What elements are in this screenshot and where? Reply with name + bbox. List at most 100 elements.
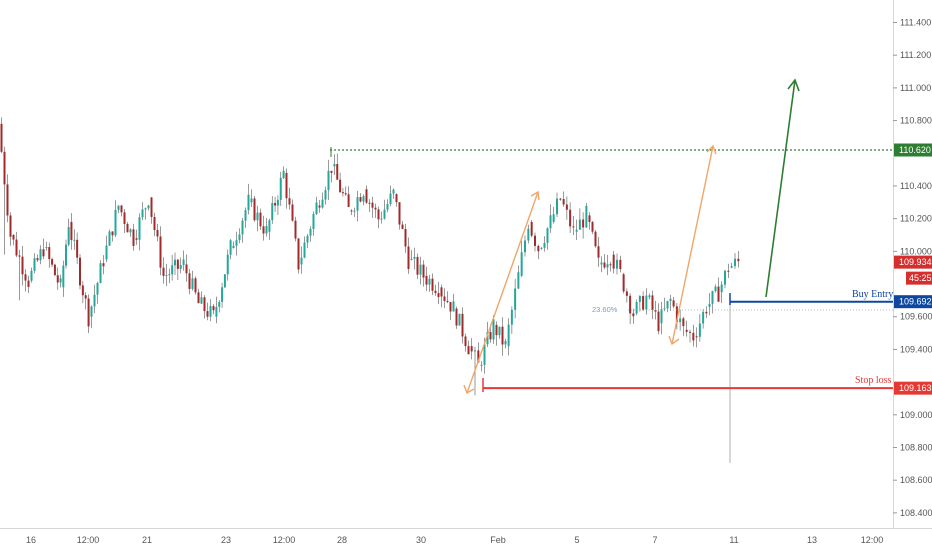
candle-body — [244, 210, 247, 221]
candlestick-series — [0, 117, 740, 396]
candle-body — [330, 170, 333, 173]
candle-body — [556, 198, 558, 215]
candle-body — [702, 311, 705, 324]
time-tick-label: 30 — [416, 535, 426, 545]
candle-body — [642, 296, 645, 310]
candle-body — [483, 344, 486, 365]
price-tick-label: 109.000 — [900, 410, 932, 420]
candle-body — [467, 346, 470, 355]
candle-body — [416, 256, 419, 275]
candle-body — [452, 301, 455, 312]
candle-body — [153, 216, 156, 230]
candle-body — [455, 308, 458, 326]
candle-body — [629, 295, 632, 314]
candle-body — [734, 258, 736, 267]
candle-body — [724, 270, 726, 285]
candle-body — [321, 199, 324, 208]
time-tick-label: 16 — [26, 535, 36, 545]
candle-body — [279, 177, 282, 200]
candle-body — [720, 284, 723, 293]
candle-body — [59, 278, 62, 283]
candle-body — [537, 245, 540, 252]
target-price-badge: 110.620 — [894, 143, 932, 157]
candle-body — [176, 259, 179, 269]
candle-body — [333, 163, 336, 167]
candle-body — [45, 247, 48, 249]
candle-body — [507, 324, 510, 347]
time-tick-label: Feb — [490, 535, 506, 545]
time-axis[interactable]: 16 12:00 21 23 12:00 28 30 Feb 5 7 11 13 12:00 — [26, 535, 883, 545]
candle-body — [669, 298, 672, 302]
candle-body — [51, 259, 54, 265]
svg-text:109.934: 109.934 — [899, 257, 932, 267]
candle-body — [241, 220, 244, 235]
svg-text:109.692: 109.692 — [899, 297, 932, 307]
candle-body — [449, 302, 452, 312]
candle-body — [126, 223, 129, 233]
candle-body — [428, 278, 431, 285]
candle-body — [324, 190, 327, 200]
candle-body — [582, 219, 585, 228]
time-tick-label: 13 — [807, 535, 817, 545]
candle-body — [666, 301, 669, 309]
candle-body — [737, 258, 740, 262]
candle-body — [365, 189, 368, 203]
candle-body — [312, 214, 315, 229]
candle-body — [588, 215, 591, 223]
candle-body — [578, 219, 581, 230]
candle-body — [30, 270, 33, 281]
candle-body — [470, 346, 473, 352]
candle-body — [437, 293, 440, 298]
price-axis[interactable]: 111.400 111.200 111.000 110.800 110.400 110.2… — [893, 18, 932, 518]
price-tick-label: 111.200 — [900, 50, 931, 60]
candle-body — [24, 274, 27, 281]
candle-body — [657, 311, 660, 332]
candle-body — [174, 259, 176, 266]
candle-body — [359, 197, 362, 202]
candle-body — [510, 309, 513, 325]
candle-body — [215, 306, 218, 317]
candle-body — [458, 313, 461, 326]
candle-body — [645, 295, 648, 310]
time-tick-label: 23 — [221, 535, 231, 545]
candle-body — [0, 123, 3, 152]
candle-body — [480, 364, 483, 366]
svg-text:109.163: 109.163 — [899, 383, 932, 393]
candle-body — [682, 318, 685, 327]
current-price-badge: 109.934 — [894, 255, 932, 269]
candle-body — [336, 163, 339, 180]
candle-body — [597, 246, 600, 258]
candle-body — [221, 287, 224, 302]
candle-body — [635, 302, 638, 314]
stop-loss-text: Stop loss — [855, 375, 892, 386]
candle-body — [6, 184, 9, 216]
candle-body — [377, 209, 380, 220]
candle-body — [489, 332, 492, 340]
candle-body — [194, 278, 197, 293]
candle-body — [62, 265, 65, 288]
candle-body — [144, 208, 147, 210]
candle-body — [616, 259, 618, 269]
candle-body — [171, 265, 174, 275]
candle-body — [265, 226, 268, 234]
price-tick-label: 110.400 — [900, 181, 932, 191]
candle-body — [229, 240, 232, 255]
candle-body — [698, 323, 701, 337]
candle-body — [380, 218, 383, 220]
time-tick-label: 12:00 — [861, 535, 884, 545]
candle-body — [42, 249, 45, 257]
price-tick-label: 110.800 — [900, 116, 932, 126]
candle-body — [654, 309, 657, 312]
candle-body — [708, 303, 711, 307]
candle-body — [206, 311, 209, 317]
candle-body — [306, 235, 309, 243]
candle-body — [663, 308, 666, 310]
price-tick-label: 108.400 — [900, 508, 932, 518]
candle-body — [407, 246, 410, 269]
candle-body — [218, 301, 221, 307]
candle-body — [135, 238, 138, 240]
candle-body — [395, 194, 398, 203]
